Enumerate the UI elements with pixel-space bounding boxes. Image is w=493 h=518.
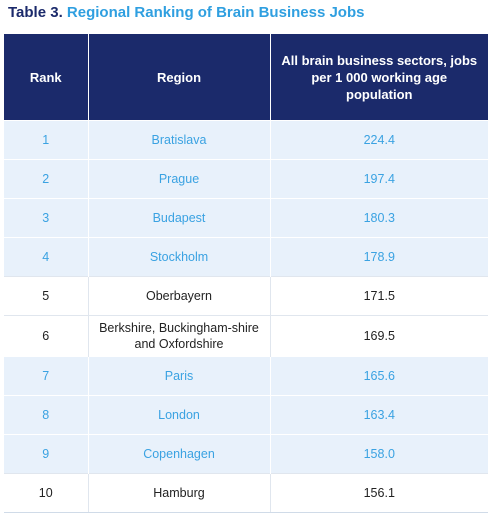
region-cell: Berkshire, Buckingham-shire and Oxfordsh…	[87, 315, 270, 357]
rank-cell: 10	[4, 473, 88, 513]
value-cell: 158.0	[269, 434, 488, 474]
region-cell: Copenhagen	[87, 434, 270, 474]
rank-cell: 4	[4, 237, 88, 277]
table-caption-title: Regional Ranking of Brain Business Jobs	[66, 4, 365, 21]
rank-cell: 6	[4, 315, 88, 357]
value-cell: 165.6	[269, 356, 488, 396]
table-row: 10 Hamburg 156.1	[4, 473, 488, 513]
table-row: 1 Bratislava 224.4	[4, 120, 488, 160]
value-cell: 156.1	[269, 473, 488, 513]
region-cell: Oberbayern	[87, 276, 270, 316]
region-cell: Hamburg	[87, 473, 270, 513]
column-header-region: Region	[87, 34, 270, 121]
rank-cell: 3	[4, 198, 88, 238]
value-cell: 224.4	[269, 120, 488, 160]
table-row: 6 Berkshire, Buckingham-shire and Oxford…	[4, 315, 488, 357]
rank-cell: 1	[4, 120, 88, 160]
region-cell: Stockholm	[87, 237, 270, 277]
table-row: 5 Oberbayern 171.5	[4, 276, 488, 316]
table-row: 2 Prague 197.4	[4, 159, 488, 199]
table-caption: Table 3. Regional Ranking of Brain Busin…	[8, 4, 364, 22]
rank-cell: 2	[4, 159, 88, 199]
rank-cell: 8	[4, 395, 88, 435]
table-row: 9 Copenhagen 158.0	[4, 434, 488, 474]
rank-cell: 5	[4, 276, 88, 316]
region-cell: Prague	[87, 159, 270, 199]
table-row: 8 London 163.4	[4, 395, 488, 435]
value-cell: 163.4	[269, 395, 488, 435]
rank-cell: 7	[4, 356, 88, 396]
column-header-jobs: All brain business sectors, jobs per 1 0…	[269, 34, 488, 121]
ranking-table: Rank Region All brain business sectors, …	[4, 34, 488, 513]
table-header-row: Rank Region All brain business sectors, …	[4, 34, 488, 121]
value-cell: 197.4	[269, 159, 488, 199]
table-row: 3 Budapest 180.3	[4, 198, 488, 238]
region-cell: Budapest	[87, 198, 270, 238]
region-cell: London	[87, 395, 270, 435]
region-cell: Bratislava	[87, 120, 270, 160]
rank-cell: 9	[4, 434, 88, 474]
value-cell: 169.5	[269, 315, 488, 357]
region-cell: Paris	[87, 356, 270, 396]
table-caption-label: Table 3.	[8, 4, 63, 21]
table-row: 4 Stockholm 178.9	[4, 237, 488, 277]
value-cell: 178.9	[269, 237, 488, 277]
value-cell: 171.5	[269, 276, 488, 316]
table-row: 7 Paris 165.6	[4, 356, 488, 396]
column-header-rank: Rank	[4, 34, 88, 121]
value-cell: 180.3	[269, 198, 488, 238]
